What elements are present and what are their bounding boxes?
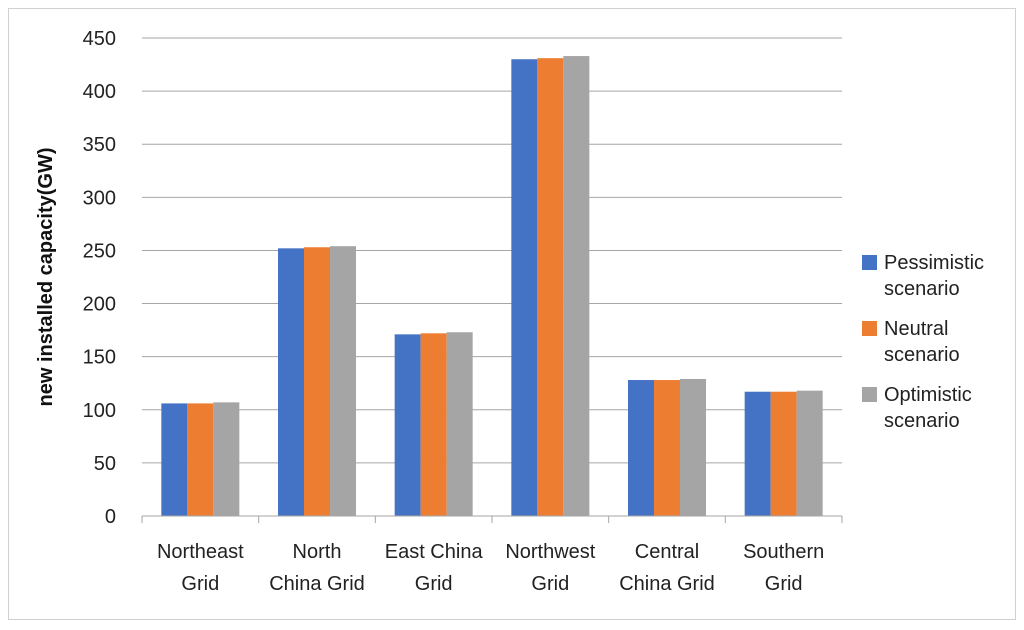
bar — [770, 391, 797, 516]
x-category-label: Northeast — [157, 541, 244, 563]
y-tick-label: 150 — [83, 347, 116, 369]
bar — [213, 402, 240, 516]
legend-label: Optimistic — [884, 384, 972, 406]
x-category-label: China Grid — [269, 573, 365, 595]
gridlines — [142, 37, 842, 464]
x-category-label: Grid — [415, 573, 453, 595]
y-tick-label: 250 — [83, 240, 116, 262]
legend-label: scenario — [884, 278, 960, 300]
x-category-label: East China — [385, 541, 484, 563]
bar — [304, 247, 330, 516]
legend: Pessimistic scenario Neutral scenario Optimi… — [862, 252, 984, 432]
x-category-label: North — [293, 541, 342, 563]
legend-label: scenario — [884, 410, 960, 432]
bar — [394, 334, 421, 516]
axes: 0 50 100 150 200 250 300 350 400 450 Northeast Grid… — [83, 28, 843, 595]
x-category-label: Southern — [743, 541, 824, 563]
bar — [744, 391, 771, 516]
y-tick-label: 450 — [83, 28, 116, 50]
x-category-label: China Grid — [619, 573, 715, 595]
y-tick-label: 0 — [105, 506, 116, 528]
bar — [628, 380, 654, 516]
bar — [563, 56, 590, 517]
legend-swatch — [862, 321, 877, 336]
bar — [511, 59, 538, 516]
y-tick-label: 300 — [83, 187, 116, 209]
y-axis-label: new installed capacity(GW) — [35, 148, 57, 407]
bar — [420, 333, 447, 516]
y-tick-label: 100 — [83, 400, 116, 422]
bar — [330, 246, 356, 516]
legend-label: scenario — [884, 344, 960, 366]
bar — [796, 390, 823, 516]
legend-swatch — [862, 255, 877, 270]
y-tick-label: 400 — [83, 81, 116, 103]
y-tick-label: 350 — [83, 134, 116, 156]
bar — [537, 58, 564, 516]
x-category-label: Northwest — [505, 541, 595, 563]
bar — [654, 380, 680, 516]
x-category-label: Grid — [765, 573, 803, 595]
y-tick-label: 200 — [83, 294, 116, 316]
legend-label: Pessimistic — [884, 252, 984, 274]
x-category-label: Grid — [181, 573, 219, 595]
legend-label: Neutral — [884, 318, 948, 340]
x-category-label: Grid — [531, 573, 569, 595]
bar — [680, 378, 706, 516]
legend-swatch — [862, 387, 877, 402]
bar — [446, 332, 473, 516]
bars — [161, 56, 823, 517]
bar — [161, 403, 188, 516]
bar — [187, 403, 214, 516]
bar — [278, 248, 304, 516]
y-tick-label: 50 — [94, 453, 116, 475]
x-category-label: Central — [635, 541, 699, 563]
